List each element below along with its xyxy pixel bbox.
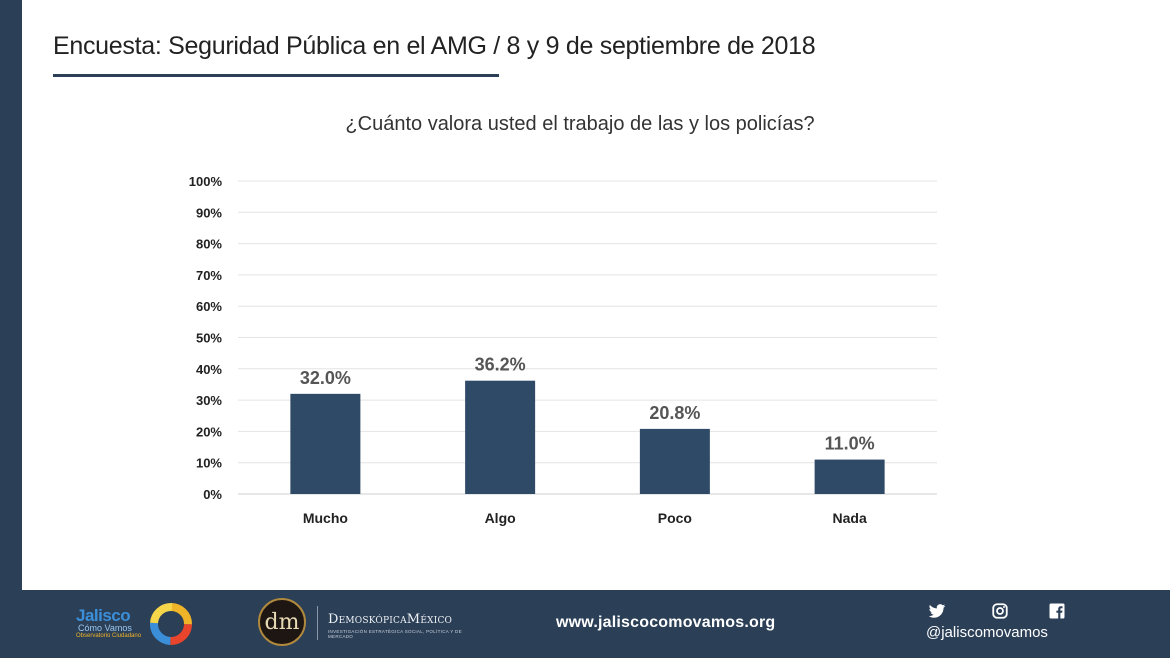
bar-chart: 0% 10% 20% 30% 40% 50% 60% 70% 80% 90% 100% 32.0% Mu… — [189, 174, 937, 526]
data-label: 32.0% — [300, 368, 351, 388]
logo-text-como-vamos: Cómo Vamos — [78, 623, 132, 633]
bar — [465, 380, 536, 494]
logo-text-jalisco: Jalisco — [76, 606, 131, 625]
footer: Jalisco Cómo Vamos Observatorio Ciudadan… — [0, 590, 1170, 658]
website-link[interactable]: www.jaliscocomovamos.org — [556, 614, 776, 631]
y-tick-label: 30% — [196, 393, 222, 408]
y-tick-label: 70% — [196, 268, 222, 283]
page-title: Encuesta: Seguridad Pública en el AMG / … — [53, 32, 816, 60]
data-label: 20.8% — [649, 403, 700, 423]
y-tick-label: 50% — [196, 331, 222, 346]
data-label: 11.0% — [825, 434, 875, 454]
social-handle[interactable]: @jaliscomovamos — [926, 624, 1048, 641]
y-tick-label: 60% — [196, 299, 222, 314]
x-tick-label: Nada — [833, 510, 867, 526]
demoskopica-monogram: dm — [258, 598, 306, 646]
social-links: @jaliscomovamos — [926, 602, 1076, 652]
y-tick-label: 10% — [196, 456, 222, 471]
instagram-icon[interactable] — [991, 602, 1009, 620]
demoskopica-tagline: INVESTIGACIÓN ESTRATÉGICA SOCIAL, POLÍTI… — [328, 629, 462, 639]
left-accent-bar — [0, 0, 22, 590]
y-tick-label: 40% — [196, 362, 222, 377]
ring-logo-icon — [150, 603, 192, 645]
bar — [290, 393, 361, 494]
logo-text-observatorio: Observatorio Ciudadano — [76, 633, 142, 639]
x-tick-label: Poco — [658, 510, 692, 526]
y-tick-label: 20% — [196, 424, 222, 439]
y-tick-label: 80% — [196, 237, 222, 252]
bar — [639, 428, 710, 494]
chart-title: ¿Cuánto valora usted el trabajo de las y… — [345, 113, 815, 135]
demoskopica-name: DemoskópicaMéxico — [328, 612, 453, 627]
demoskopica-logo[interactable]: dm DemoskópicaMéxico INVESTIGACIÓN ESTRA… — [258, 598, 478, 650]
y-tick-label: 90% — [196, 205, 222, 220]
twitter-icon[interactable] — [928, 602, 946, 620]
logo-divider — [317, 606, 318, 640]
x-tick-label: Mucho — [303, 510, 348, 526]
data-label: 36.2% — [475, 355, 526, 375]
jalisco-como-vamos-logo[interactable]: Jalisco Cómo Vamos Observatorio Ciudadan… — [74, 600, 198, 648]
title-underline — [53, 74, 499, 77]
facebook-icon[interactable] — [1048, 602, 1066, 620]
y-tick-label: 100% — [189, 174, 223, 189]
y-tick-label: 0% — [203, 487, 222, 502]
x-tick-label: Algo — [485, 510, 516, 526]
bar — [814, 459, 885, 494]
